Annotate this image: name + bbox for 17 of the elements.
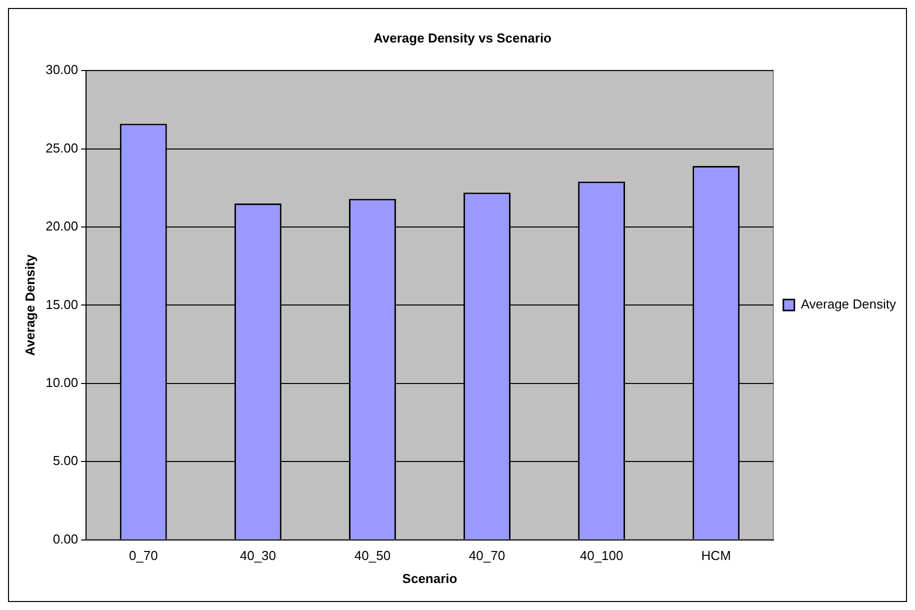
y-tick-label: 15.00 bbox=[46, 296, 78, 312]
chart-title: Average Density vs Scenario bbox=[374, 30, 552, 46]
y-axis-title: Average Density bbox=[22, 254, 38, 356]
y-tick-label: 10.00 bbox=[46, 374, 78, 390]
x-axis-title: Scenario bbox=[402, 570, 458, 586]
y-tick-label: 30.00 bbox=[46, 62, 78, 78]
y-tick-label: 5.00 bbox=[52, 453, 78, 468]
x-tick-label: 40_30 bbox=[240, 548, 276, 564]
x-tick-label: 40_70 bbox=[468, 548, 506, 564]
x-tick-label: 40_50 bbox=[354, 548, 391, 564]
y-tick-label: 20.00 bbox=[46, 218, 78, 234]
y-tick-label: 0.00 bbox=[52, 531, 78, 546]
x-tick-label: 40_100 bbox=[580, 548, 624, 564]
x-tick-label: 0_70 bbox=[128, 548, 158, 564]
y-tick-label: 25.00 bbox=[46, 140, 78, 156]
x-tick-label: HCM bbox=[701, 548, 731, 564]
legend-label: Average Density bbox=[800, 296, 896, 312]
